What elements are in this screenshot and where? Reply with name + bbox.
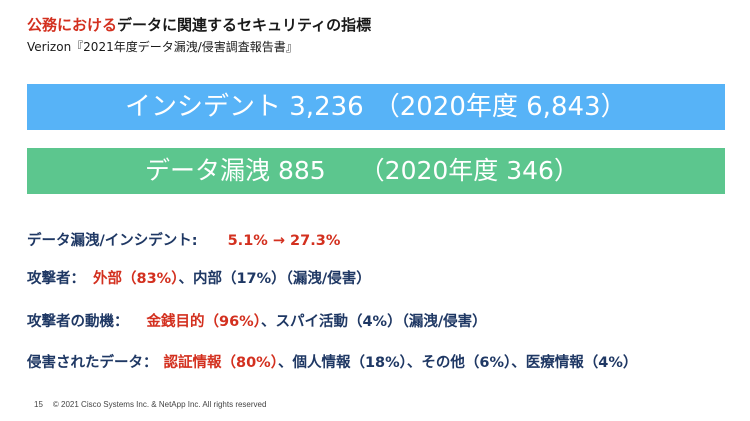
stat-attackers-rest: 、内部（17%）（漏洩/侵害）	[178, 271, 371, 287]
stat-compromised-value: 認証情報（80%）	[163, 355, 278, 371]
breaches-label: データ漏洩 885	[145, 156, 326, 185]
stat-ratio: データ漏洩/インシデント: 5.1% → 27.3%	[27, 229, 340, 250]
page-number: 15	[34, 400, 43, 409]
slide-subtitle: Verizon『2021年度データ漏洩/侵害調査報告書』	[27, 40, 298, 54]
stat-attackers-label: 攻撃者：	[27, 271, 85, 287]
title-highlight: 公務における	[27, 16, 118, 34]
slide-title: 公務におけるデータに関連するセキュリティの指標	[27, 14, 371, 35]
stat-compromised-label: 侵害されたデータ：	[27, 355, 158, 371]
copyright-text: © 2021 Cisco Systems Inc. & NetApp Inc. …	[52, 400, 267, 409]
stat-ratio-label: データ漏洩/インシデント:	[27, 233, 198, 249]
title-text: データに関連するセキュリティの指標	[117, 16, 372, 34]
breaches-banner: データ漏洩 885 （2020年度 346）	[27, 148, 725, 194]
incidents-banner: インシデント 3,236 （2020年度 6,843）	[27, 84, 725, 130]
stat-motive-value: 金銭目的（96%）	[146, 314, 261, 330]
incidents-compare: （2020年度 6,843）	[373, 92, 627, 122]
stat-ratio-value: 5.1% → 27.3%	[227, 233, 341, 249]
breaches-compare: （2020年度 346）	[359, 156, 579, 185]
stat-attackers-value: 外部（83%）	[93, 271, 179, 287]
stat-motive: 攻撃者の動機： 金銭目的（96%）、スパイ活動（4%）（漏洩/侵害）	[27, 310, 487, 331]
stat-motive-rest: 、スパイ活動（4%）（漏洩/侵害）	[260, 314, 487, 330]
slide-footer: 15 © 2021 Cisco Systems Inc. & NetApp Inc…	[34, 400, 266, 409]
stat-motive-label: 攻撃者の動機：	[27, 314, 129, 330]
stat-compromised: 侵害されたデータ： 認証情報（80%）、個人情報（18%）、その他（6%）、医療情…	[27, 351, 637, 372]
stat-attackers: 攻撃者： 外部（83%）、内部（17%）（漏洩/侵害）	[27, 267, 371, 288]
incidents-label: インシデント 3,236	[125, 92, 364, 122]
stat-compromised-rest: 、個人情報（18%）、その他（6%）、医療情報（4%）	[277, 355, 638, 371]
